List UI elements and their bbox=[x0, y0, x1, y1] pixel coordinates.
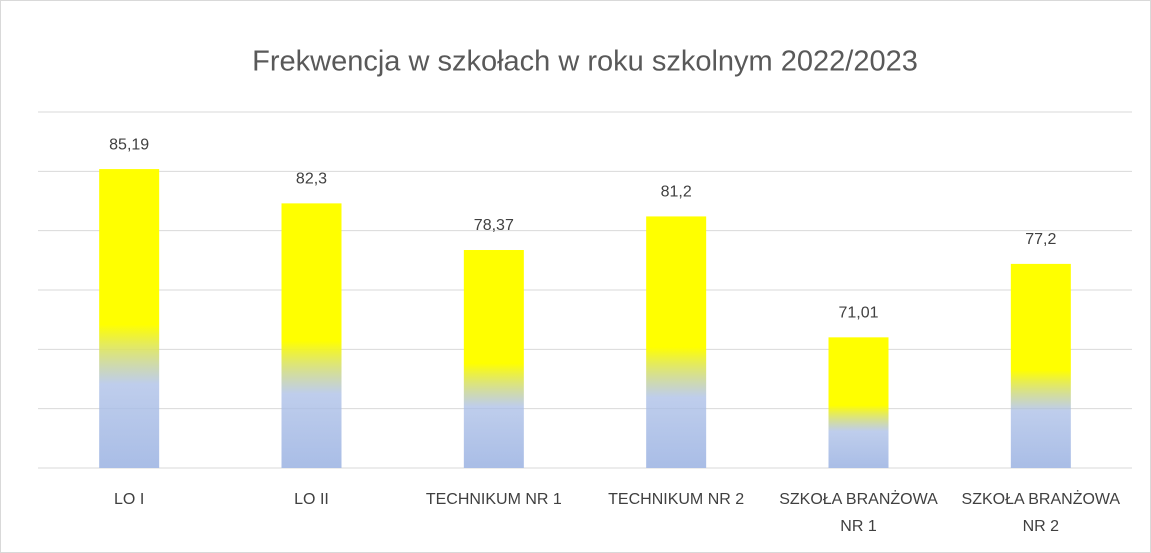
x-tick-label: LO II bbox=[294, 491, 329, 508]
value-label: 81,2 bbox=[661, 184, 692, 201]
value-label: 71,01 bbox=[838, 305, 878, 322]
value-label: 77,2 bbox=[1025, 231, 1056, 248]
bar bbox=[99, 169, 160, 468]
value-label: 78,37 bbox=[474, 217, 514, 234]
bar bbox=[281, 203, 342, 468]
bar bbox=[463, 250, 524, 468]
x-tick-label: TECHNIKUM NR 1 bbox=[425, 491, 562, 508]
chart-title: Frekwencja w szkołach w roku szkolnym 20… bbox=[252, 46, 918, 78]
x-tick-label: SZKOŁA BRANŻOWA NR 1 bbox=[779, 491, 938, 535]
x-tick-label: LO I bbox=[114, 491, 145, 508]
value-label: 82,3 bbox=[296, 171, 327, 188]
x-tick-label: TECHNIKUM NR 2 bbox=[608, 491, 745, 508]
x-tick-label: SZKOŁA BRANŻOWA NR 2 bbox=[961, 491, 1121, 535]
bar bbox=[1010, 263, 1071, 468]
bar bbox=[646, 216, 707, 468]
value-label: 85,19 bbox=[109, 136, 149, 153]
bar bbox=[828, 337, 889, 468]
